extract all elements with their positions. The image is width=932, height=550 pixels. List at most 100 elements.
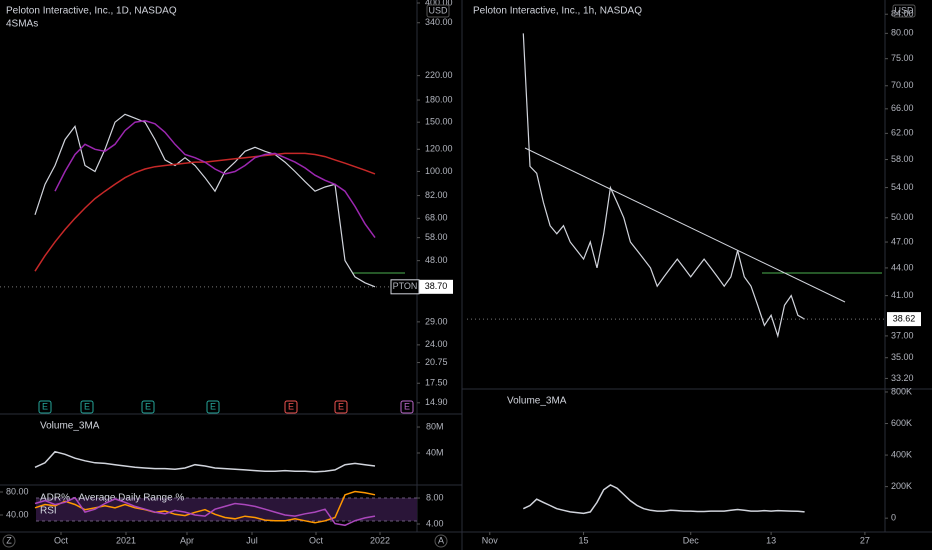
y-tick-label: 33.20 — [891, 373, 914, 383]
y-tick-label: 48.00 — [425, 255, 448, 265]
event-marker — [400, 400, 414, 414]
y-tick-label: 400.00 — [425, 0, 453, 7]
chart-title: Peloton Interactive, Inc., 1D, NASDAQ — [6, 6, 177, 17]
y-tick-label: 14.90 — [425, 397, 448, 407]
y-tick-label: 200K — [891, 481, 912, 491]
y-tick-label: 800K — [891, 386, 912, 396]
event-marker — [206, 400, 220, 414]
currency-box — [892, 4, 916, 18]
y-tick-label: 340.00 — [425, 17, 453, 27]
series-line — [522, 33, 805, 339]
event-label: E — [42, 401, 48, 411]
event-marker — [38, 400, 52, 414]
series-line — [34, 113, 376, 288]
y2-tick-label: 40.00 — [6, 509, 29, 519]
series-name: RSI — [40, 506, 57, 517]
y-tick-label: 70.00 — [891, 80, 914, 90]
y-tick-label: 150.00 — [425, 117, 453, 127]
x-tick-label: Jul — [246, 535, 258, 545]
y-tick-label: 100.00 — [425, 166, 453, 176]
x-tick-label: 13 — [766, 535, 776, 545]
y-tick-label: 0 — [891, 513, 896, 523]
toolbar-icon[interactable] — [434, 534, 448, 548]
series-name: Volume_3MA — [40, 421, 100, 432]
event-label: E — [210, 401, 216, 411]
event-marker — [334, 400, 348, 414]
y-tick-label: 75.00 — [891, 53, 914, 63]
y-tick-label: 50.00 — [891, 212, 914, 222]
event-label: E — [84, 401, 90, 411]
event-label: E — [288, 401, 294, 411]
toolbar-label[interactable]: A — [438, 535, 444, 545]
y-tick-label: 220.00 — [425, 70, 453, 80]
toolbar-icon[interactable] — [2, 534, 16, 548]
y-tick-label: 41.00 — [891, 290, 914, 300]
y-tick-label: 29.00 — [425, 316, 448, 326]
currency-box — [426, 4, 450, 18]
x-tick-label: Dec — [683, 535, 700, 545]
y-tick-label: 44.00 — [891, 262, 914, 272]
event-label: E — [338, 401, 344, 411]
y-tick-label: 180.00 — [425, 94, 453, 104]
currency: USD — [428, 5, 448, 15]
y-tick-label: 54.00 — [891, 182, 914, 192]
series-line — [54, 119, 376, 239]
event-label: E — [404, 401, 410, 411]
series-line — [522, 484, 805, 515]
series-name: ADR% - Average Daily Range % — [40, 493, 184, 504]
currency: USD — [894, 5, 914, 15]
y-tick-label: 47.00 — [891, 236, 914, 246]
x-tick-label: Nov — [482, 535, 499, 545]
y-tick-label: 80M — [426, 421, 444, 431]
x-tick-label: 27 — [860, 535, 870, 545]
chart-subtitle: 4SMAs — [6, 19, 38, 30]
series-line — [34, 490, 376, 524]
symbol-box — [390, 279, 420, 295]
event-marker — [80, 400, 94, 414]
y-tick-label: 82.00 — [425, 190, 448, 200]
series-line — [34, 450, 376, 473]
y-tick-label: 35.00 — [891, 352, 914, 362]
x-tick-label: Oct — [54, 535, 69, 545]
x-tick-label: 2021 — [116, 535, 136, 545]
y-tick-label: 17.50 — [425, 378, 448, 388]
y-tick-label: 66.00 — [891, 103, 914, 113]
y-tick-label: 120.00 — [425, 144, 453, 154]
y-tick-label: 40M — [426, 447, 444, 457]
last-price-label: 38.70 — [425, 281, 448, 291]
toolbar-label[interactable]: Z — [6, 535, 12, 545]
last-price-label: 38.62 — [893, 313, 916, 323]
y-tick-label: 58.00 — [425, 232, 448, 242]
last-price-box — [419, 279, 453, 294]
y-tick-label: 62.00 — [891, 128, 914, 138]
event-marker — [141, 400, 155, 414]
x-tick-label: Apr — [180, 535, 194, 545]
trend-line — [524, 147, 846, 303]
rsi-band — [36, 498, 417, 521]
y-tick-label: 8.00 — [426, 492, 444, 502]
y-tick-label: 600K — [891, 418, 912, 428]
y-tick-label: 58.00 — [891, 154, 914, 164]
x-tick-label: 2022 — [370, 535, 390, 545]
chart-title: Peloton Interactive, Inc., 1h, NASDAQ — [473, 6, 642, 17]
series-line — [34, 496, 376, 527]
y-tick-label: 80.00 — [891, 28, 914, 38]
last-price-box — [887, 312, 921, 327]
y-tick-label: 20.75 — [425, 357, 448, 367]
y-tick-label: 37.00 — [891, 330, 914, 340]
event-marker — [284, 400, 298, 414]
y-tick-label: 4.00 — [426, 518, 444, 528]
symbol-label: PTON — [393, 281, 418, 291]
series-name: Volume_3MA — [507, 396, 567, 407]
y2-tick-label: 80.00 — [6, 486, 29, 496]
y-tick-label: 84.00 — [891, 9, 914, 19]
y-tick-label: 400K — [891, 449, 912, 459]
x-tick-label: Oct — [309, 535, 324, 545]
x-tick-label: 15 — [579, 535, 589, 545]
event-label: E — [145, 401, 151, 411]
y-tick-label: 24.00 — [425, 339, 448, 349]
y-tick-label: 68.00 — [425, 213, 448, 223]
